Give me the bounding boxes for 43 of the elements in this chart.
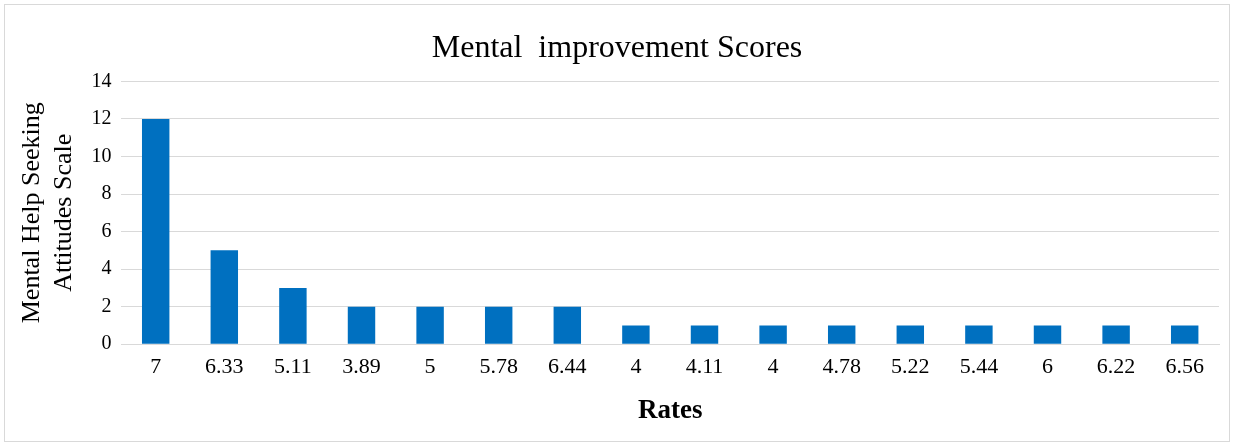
bar: [553, 306, 582, 344]
y-tick-label: 2: [101, 293, 112, 316]
x-tick-label: 6.56: [1165, 353, 1204, 379]
x-tick-label: 5.78: [479, 353, 518, 379]
bar: [827, 325, 856, 344]
y-tick-label: 8: [101, 181, 112, 204]
bar: [1033, 325, 1062, 344]
bar: [759, 325, 787, 344]
y-tick-label: 6: [101, 218, 112, 241]
bar: [141, 118, 170, 344]
x-axis-title: Rates: [637, 393, 703, 424]
x-tick-label: 4: [767, 353, 779, 379]
bar: [1102, 325, 1130, 344]
x-tick-label: 6.33: [205, 353, 244, 379]
x-tick-label: 6.44: [548, 353, 587, 379]
x-tick-label: 5.44: [959, 353, 999, 379]
y-tick-label: 14: [91, 68, 112, 91]
x-tick-label: 5: [424, 353, 436, 379]
y-axis-title: Mental Help Seeking Attitudes Scale: [16, 102, 77, 324]
bar: [622, 325, 650, 344]
y-tick-label: 12: [91, 106, 112, 129]
x-tick-label: 4.78: [822, 353, 861, 379]
bar: [416, 306, 444, 344]
x-tick-label: 6.22: [1096, 353, 1136, 379]
bar: [210, 250, 239, 344]
x-tick-label: 5.22: [891, 353, 930, 379]
y-tick-label: 0: [101, 331, 112, 354]
chart-title: Mental improvement Scores: [431, 27, 803, 64]
y-tick-label: 10: [91, 143, 112, 166]
x-tick-label: 5.11: [274, 353, 312, 379]
x-tick-label: 4.11: [685, 353, 724, 379]
bar: [279, 287, 307, 344]
bar: [1170, 325, 1199, 344]
bar: [896, 325, 925, 344]
bar: [965, 325, 993, 344]
bar: [484, 306, 513, 344]
x-tick-label: 6: [1042, 353, 1053, 379]
bar: [347, 306, 376, 344]
x-tick-label: 4: [630, 353, 642, 379]
bar: [690, 325, 719, 344]
y-tick-label: 4: [101, 256, 112, 279]
x-tick-label: 7: [150, 353, 162, 379]
x-tick-label: 3.89: [342, 353, 381, 379]
